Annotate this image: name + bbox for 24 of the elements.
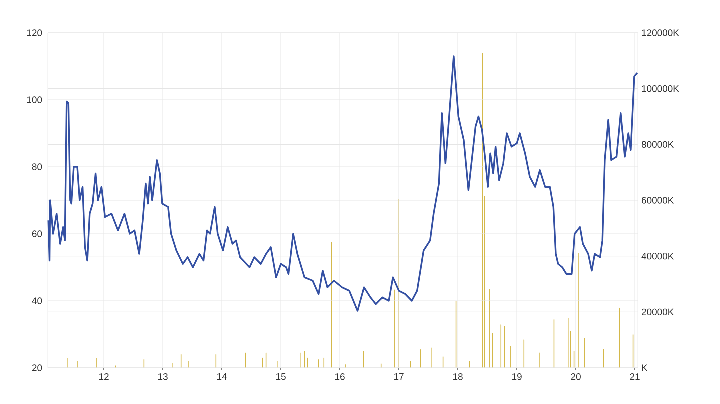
y-tick-label: 60 (32, 230, 42, 238)
y2-tick-label: 100000K (642, 85, 680, 92)
line-series (48, 56, 638, 312)
x-tick-label: 20 (571, 374, 581, 380)
x-tick-label: 15 (276, 374, 286, 380)
y2-tick-label: K (642, 364, 648, 372)
y2-tick-label: 80000K (642, 141, 674, 148)
y-tick-label: 100 (27, 96, 42, 104)
x-tick-label: 17 (394, 374, 404, 380)
x-tick-label: 13 (158, 374, 168, 380)
x-tick-label: 16 (336, 374, 345, 380)
y-tick-label: 80 (32, 164, 42, 170)
y-tick-label: 120 (27, 30, 42, 36)
x-tick-label: 18 (454, 374, 463, 380)
y-tick-label: 40 (32, 298, 42, 304)
x-tick-label: 14 (218, 374, 228, 380)
y2-tick-label: 40000K (642, 252, 674, 260)
y-tick-label: 20 (32, 364, 42, 372)
y2-tick-label: 120000K (642, 30, 680, 36)
x-tick-label: 21 (630, 374, 640, 380)
x-tick-label: 12 (100, 374, 109, 380)
y2-tick-label: 20000K (642, 308, 674, 316)
x-tick-label: 19 (512, 374, 522, 380)
y2-tick-label: 60000K (642, 197, 674, 204)
